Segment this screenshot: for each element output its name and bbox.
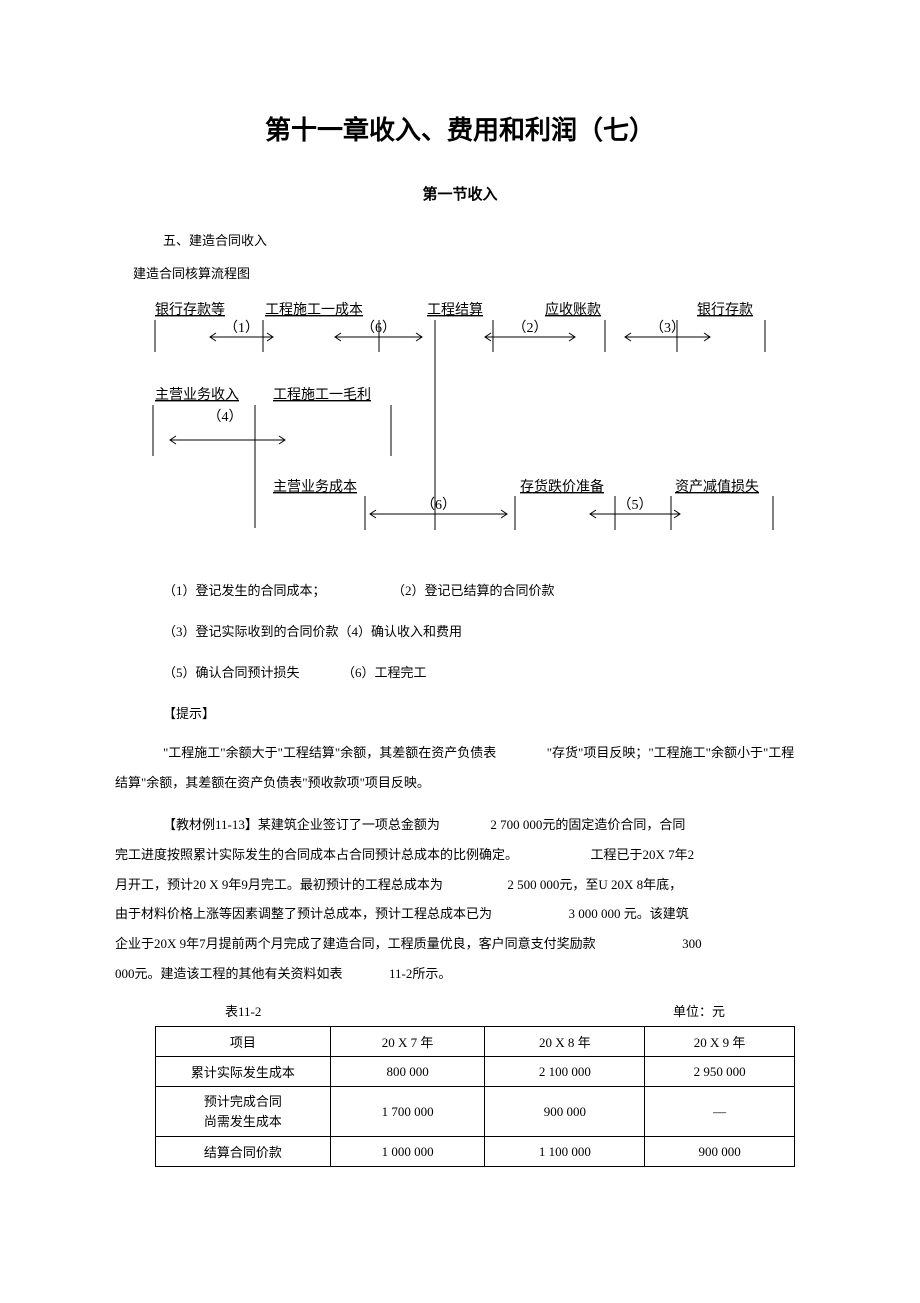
table-cell: — — [645, 1087, 795, 1137]
svg-text:存货跌价准备: 存货跌价准备 — [520, 478, 604, 495]
table-cell: 1 100 000 — [485, 1137, 645, 1167]
table-cell: 900 000 — [485, 1087, 645, 1137]
para-1: "工程施工"余额大于"工程结算"余额，其差额在资产负债表 "存货"项目反映；"工… — [115, 738, 805, 798]
table-cell: 1 000 000 — [330, 1137, 485, 1167]
section-title: 第一节收入 — [115, 183, 805, 204]
para1-a: "工程施工"余额大于"工程结算"余额，其差额在资产负债表 — [163, 745, 496, 760]
p2s6: 2 500 000元，至U 20X 8年底， — [507, 877, 682, 892]
table-cell: 结算合同价款 — [156, 1137, 331, 1167]
table-row: 累计实际发生成本 800 000 2 100 000 2 950 000 — [156, 1057, 795, 1087]
svg-text:（2）: （2） — [513, 320, 548, 336]
para-2: 【教材例11-13】某建筑企业签订了一项总金额为 2 700 000元的固定造价… — [115, 810, 805, 989]
svg-text:（4）: （4） — [208, 409, 243, 425]
p2s7: 由于材料价格上涨等因素调整了预计总成本，预计工程总成本已为 — [115, 906, 492, 921]
svg-text:工程施工一毛利: 工程施工一毛利 — [273, 387, 371, 403]
table-cell: 900 000 — [645, 1137, 795, 1167]
hint-label: 【提示】 — [163, 703, 805, 722]
note-1: （1）登记发生的合同成本； — [163, 583, 326, 598]
note-5: （5）确认合同预计损失 — [163, 665, 300, 680]
svg-text:资产减值损失: 资产减值损失 — [675, 479, 759, 495]
table-caption: 表11-2 单位：元 — [115, 1001, 805, 1020]
table-cell: 20 X 9 年 — [645, 1027, 795, 1057]
table-row: 预计完成合同尚需发生成本 1 700 000 900 000 — — [156, 1087, 795, 1137]
svg-text:主营业务成本: 主营业务成本 — [273, 479, 357, 495]
p2s11: 000元。建造该工程的其他有关资料如表 — [115, 966, 343, 981]
table-cell: 累计实际发生成本 — [156, 1057, 331, 1087]
svg-text:主营业务收入: 主营业务收入 — [155, 387, 239, 403]
table-cell: 2 950 000 — [645, 1057, 795, 1087]
heading-five: 五、建造合同收入 — [163, 230, 805, 249]
svg-text:银行存款: 银行存款 — [697, 302, 753, 318]
table-row: 项目 20 X 7 年 20 X 8 年 20 X 9 年 — [156, 1027, 795, 1057]
note-list: （1）登记发生的合同成本； （2）登记已结算的合同价款 （3）登记实际收到的合同… — [163, 580, 805, 681]
table-cell: 项目 — [156, 1027, 331, 1057]
data-table: 项目 20 X 7 年 20 X 8 年 20 X 9 年 累计实际发生成本 8… — [155, 1026, 795, 1167]
table-cell: 2 100 000 — [485, 1057, 645, 1087]
p2s9: 企业于20X 9年7月提前两个月完成了建造合同，工程质量优良，客户同意支付奖励款 — [115, 936, 596, 951]
table-cell: 1 700 000 — [330, 1087, 485, 1137]
svg-text:（6）: （6） — [361, 320, 396, 336]
svg-text:银行存款等: 银行存款等 — [155, 301, 225, 318]
p2s10: 300 — [682, 936, 702, 951]
p2s4: 工程已于20X 7年2 — [591, 847, 695, 862]
p2s8: 3 000 000 元。该建筑 — [569, 906, 689, 921]
table-cell: 20 X 8 年 — [485, 1027, 645, 1057]
table-cell: 800 000 — [330, 1057, 485, 1087]
svg-text:工程结算: 工程结算 — [427, 302, 483, 318]
chapter-title: 第十一章收入、费用和利润（七） — [115, 110, 805, 147]
table-cell: 20 X 7 年 — [330, 1027, 485, 1057]
svg-text:工程施工一成本: 工程施工一成本 — [265, 302, 363, 318]
p2s2: 2 700 000元的固定造价合同，合同 — [490, 817, 685, 832]
note-2: （2）登记已结算的合同价款 — [392, 583, 555, 598]
p2s5: 月开工，预计20 X 9年9月完工。最初预计的工程总成本为 — [115, 877, 443, 892]
svg-text:（5）: （5） — [618, 497, 653, 513]
svg-text:（6）: （6） — [421, 497, 456, 513]
p2s12: 11-2所示。 — [389, 966, 451, 981]
table-row: 结算合同价款 1 000 000 1 100 000 900 000 — [156, 1137, 795, 1167]
table-caption-right: 单位：元 — [673, 1001, 725, 1020]
svg-text:应收账款: 应收账款 — [545, 301, 601, 318]
p2s3: 完工进度按照累计实际发生的合同成本占合同预计总成本的比例确定。 — [115, 847, 518, 862]
svg-text:（1）: （1） — [224, 320, 259, 336]
p2s1: 【教材例11-13】某建筑企业签订了一项总金额为 — [163, 817, 440, 832]
table-caption-left: 表11-2 — [225, 1001, 261, 1020]
note-3-4: （3）登记实际收到的合同价款（4）确认收入和费用 — [163, 621, 805, 640]
note-6: （6）工程完工 — [342, 665, 427, 680]
svg-text:（3）: （3） — [650, 320, 685, 336]
flowchart: 银行存款等 工程施工一成本 工程结算 应收账款 银行存款主营业务收入 工程施工一毛利主营业… — [115, 296, 805, 556]
flow-heading: 建造合同核算流程图 — [133, 263, 805, 282]
table-cell: 预计完成合同尚需发生成本 — [156, 1087, 331, 1137]
